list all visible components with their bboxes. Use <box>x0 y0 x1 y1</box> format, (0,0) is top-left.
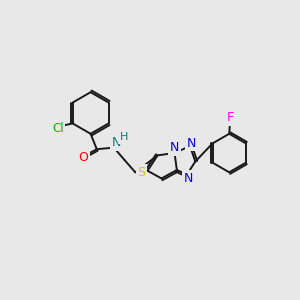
Text: N: N <box>184 172 193 185</box>
Text: H: H <box>119 134 127 143</box>
Text: F: F <box>227 111 234 124</box>
Text: S: S <box>137 166 146 179</box>
Text: N: N <box>112 136 122 149</box>
Text: N: N <box>170 141 179 154</box>
Text: Cl: Cl <box>52 122 64 134</box>
Text: Cl: Cl <box>52 122 64 134</box>
Text: O: O <box>79 151 88 164</box>
Text: O: O <box>79 151 88 164</box>
Text: N: N <box>112 136 122 149</box>
Text: N: N <box>187 136 196 149</box>
Text: H: H <box>119 132 128 142</box>
